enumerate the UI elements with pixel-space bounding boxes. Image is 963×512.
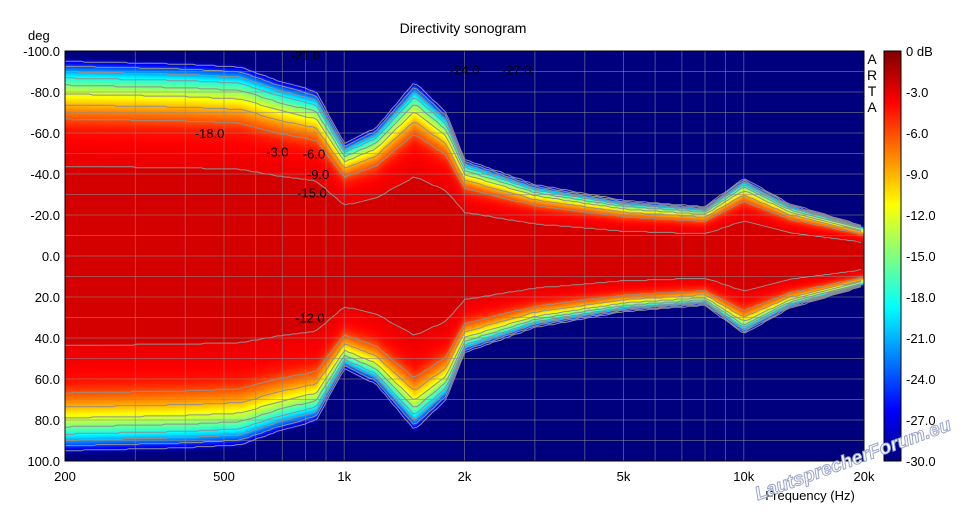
x-axis-label: Frequency (Hz)	[765, 488, 855, 503]
colorbar-tick-label: -15.0	[906, 249, 936, 264]
contour-line	[65, 104, 862, 232]
x-tick-label: 5k	[617, 469, 631, 484]
x-tick-label: 10k	[733, 469, 754, 484]
y-tick-label: 80.0	[35, 413, 60, 428]
contour-line	[65, 60, 862, 226]
contour-annotation: -21.0	[291, 48, 321, 63]
colorbar-tick-label: -21.0	[906, 331, 936, 346]
contour-line	[65, 281, 862, 419]
grid-lines	[64, 50, 865, 462]
chart-title: Directivity sonogram	[400, 20, 527, 36]
contour-line	[65, 268, 862, 346]
colorbar-ticks: 0 dB -3.0 -6.0 -9.0 -12.0 -15.0 -18.0 -21.0 -24.…	[906, 44, 936, 469]
x-tick-label: 20k	[854, 469, 875, 484]
colorbar-tick-label: -18.0	[906, 290, 936, 305]
colorbar-tick-label: -6.0	[906, 126, 928, 141]
brand-letter: T	[868, 83, 877, 99]
contour-lines	[65, 60, 862, 452]
contour-annotation: -24.0	[450, 62, 480, 77]
contour-line	[65, 283, 862, 428]
y-tick-label: -60.0	[30, 126, 60, 141]
contour-annotation: -3.0	[266, 144, 288, 159]
contour-line	[65, 285, 862, 441]
colorbar: 0 dB -3.0 -6.0 -9.0 -12.0 -15.0 -18.0 -21.0 -24.…	[883, 44, 936, 469]
contour-line	[65, 285, 862, 447]
plot-area: -21.0 -24.0 -27.0 -18.0 -3.0 -6.0 -9.0 -15.0 -12…	[64, 48, 865, 462]
y-axis-label: deg	[28, 28, 50, 43]
y-tick-label: 100.0	[27, 454, 60, 469]
contour-line	[65, 284, 862, 435]
brand-letter: R	[867, 67, 877, 83]
y-tick-label: -100.0	[23, 44, 60, 59]
contour-line	[65, 286, 862, 452]
contour-annotations: -21.0 -24.0 -27.0 -18.0 -3.0 -6.0 -9.0 -15.0 -12…	[195, 48, 532, 325]
contour-line	[65, 166, 862, 244]
contour-annotation: -27.0	[502, 62, 532, 77]
arta-brand: A R T A	[867, 51, 877, 115]
contour-line	[65, 93, 862, 231]
contour-annotation: -9.0	[307, 167, 329, 182]
colorbar-gradient	[883, 50, 902, 462]
colorbar-tick-label: -3.0	[906, 85, 928, 100]
y-tick-label: 20.0	[35, 290, 60, 305]
contour-annotation: -12.0	[295, 311, 325, 326]
y-tick-label: 0.0	[42, 249, 60, 264]
y-axis-ticks: -100.0 -80.0 -60.0 -40.0 -20.0 0.0 20.0 40.0 60.…	[23, 44, 60, 469]
colorbar-tick-label: -9.0	[906, 167, 928, 182]
contour-line	[65, 84, 862, 229]
y-tick-label: 60.0	[35, 372, 60, 387]
y-tick-label: -80.0	[30, 85, 60, 100]
x-tick-label: 200	[54, 469, 76, 484]
contour-annotation: -18.0	[195, 126, 225, 141]
plot-frame	[64, 50, 865, 462]
colorbar-tick-label: -24.0	[906, 372, 936, 387]
x-tick-label: 2k	[458, 469, 472, 484]
colorbar-tick-label: -30.0	[906, 454, 936, 469]
contour-line	[65, 280, 862, 408]
x-axis-ticks: 200 500 1k 2k 5k 10k 20k	[54, 469, 875, 484]
colorbar-tick-label: -27.0	[906, 413, 936, 428]
contour-annotation: -15.0	[297, 185, 327, 200]
y-tick-label: -20.0	[30, 208, 60, 223]
y-tick-label: -40.0	[30, 167, 60, 182]
contour-annotation: -6.0	[303, 147, 325, 162]
brand-letter: A	[867, 99, 877, 115]
colorbar-tick-label: -12.0	[906, 208, 936, 223]
colorbar-tick-label: 0 dB	[906, 44, 933, 59]
contour-line	[65, 118, 862, 235]
y-tick-label: 40.0	[35, 331, 60, 346]
contour-line	[65, 77, 862, 228]
brand-letter: A	[867, 51, 877, 67]
contour-line	[65, 71, 862, 227]
contour-line	[65, 65, 862, 227]
x-tick-label: 500	[213, 469, 235, 484]
contour-line	[65, 277, 862, 394]
x-tick-label: 1k	[337, 469, 351, 484]
